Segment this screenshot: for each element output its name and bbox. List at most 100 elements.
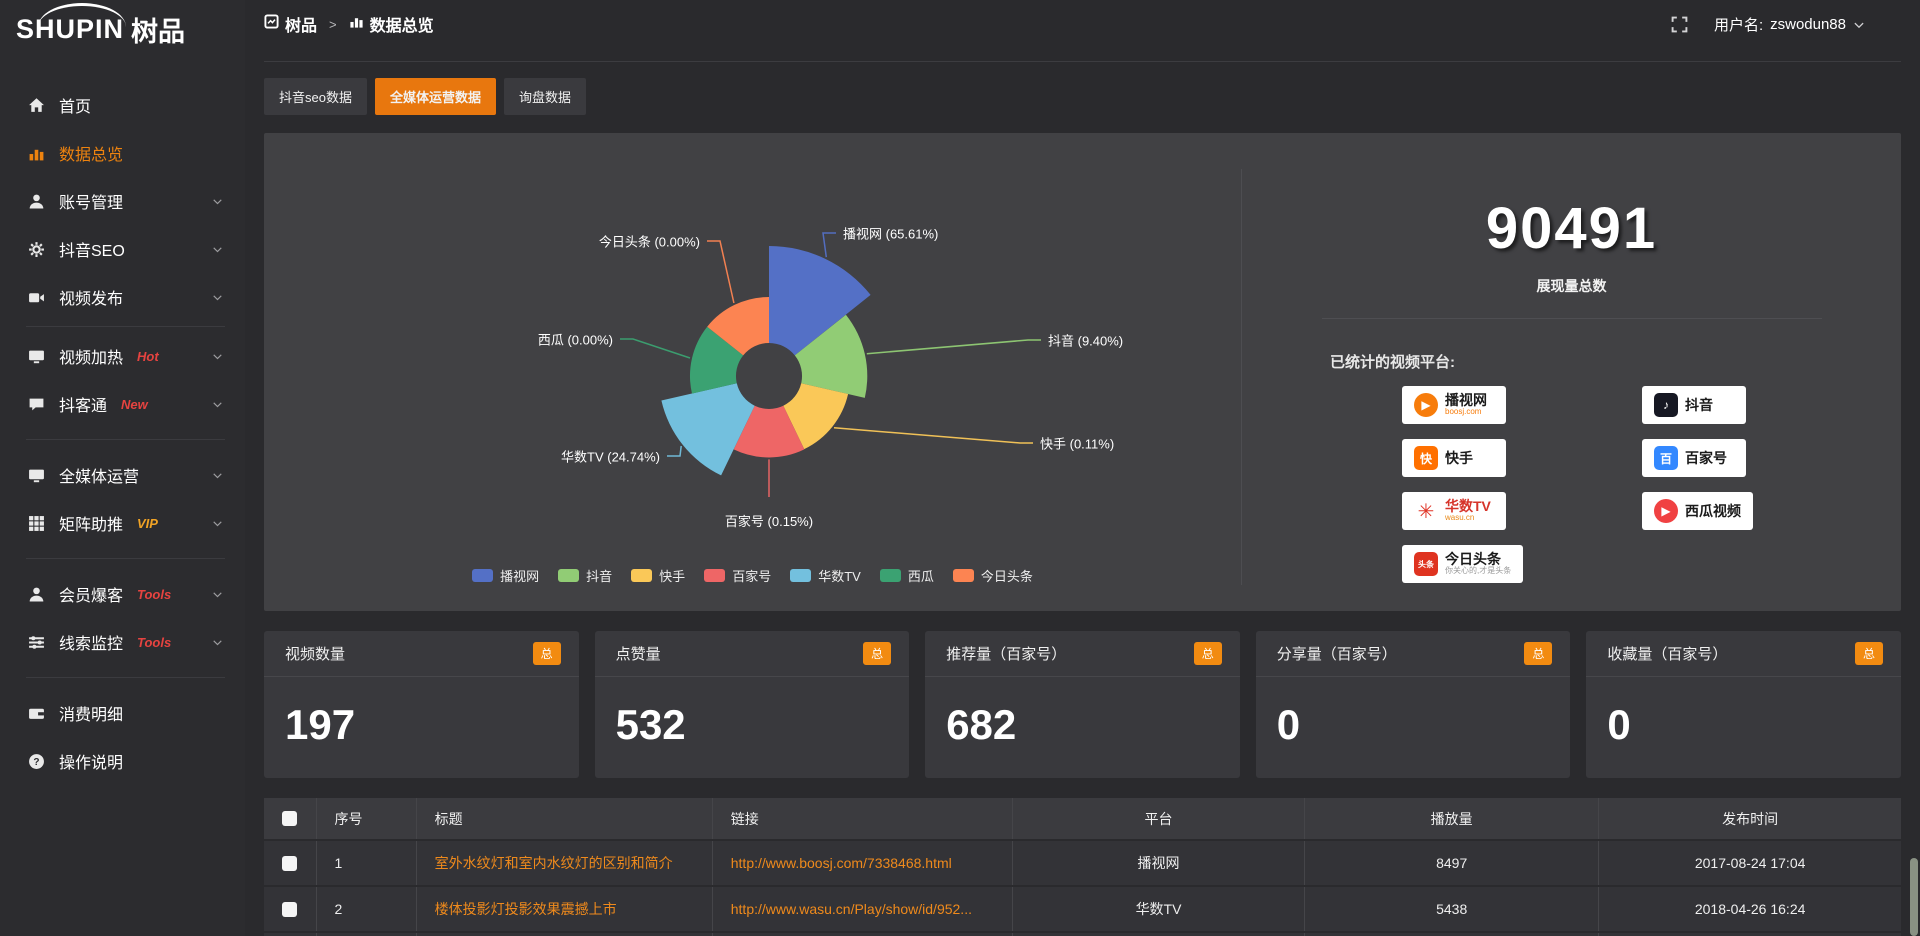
fullscreen-icon[interactable] <box>1671 16 1688 33</box>
platform-box-快手[interactable]: 快快手 <box>1402 439 1506 477</box>
partial-cell <box>1304 932 1600 936</box>
stat-card-label: 收藏量（百家号） <box>1607 646 1728 663</box>
partial-cell <box>316 932 417 936</box>
chevron-down-icon <box>212 196 223 207</box>
brand-logo[interactable]: SHUPIN 树品 <box>0 0 245 58</box>
platform-share-pie-chart: 播视网 (65.61%) 抖音 (9.40%) 快手 (0.11%) 百家号 (0.1… <box>264 133 1241 611</box>
sidebar-item-账号管理[interactable]: 账号管理 <box>0 177 245 225</box>
row-select-cell <box>264 840 317 887</box>
user-dropdown[interactable]: 用户名: zswodun88 <box>1714 14 1865 35</box>
row-platform: 华数TV <box>1012 886 1306 933</box>
legend-swatch <box>558 569 580 582</box>
sidebar-item-label: 视频发布 <box>59 291 124 308</box>
impressions-summary: 90491 展现量总数 已统计的视频平台: ▶ 播视网 boosj.com 快快手 ✳ 华… <box>1242 133 1901 611</box>
chevron-down-icon <box>212 518 223 529</box>
stat-cards-row: 视频数量总 197 点赞量总 532 推荐量（百家号）总 682 分享量（百家号）总 0 收藏量… <box>264 631 1901 778</box>
impressions-total-label: 展现量总数 <box>1536 278 1607 294</box>
wasu-icon: ✳ <box>1414 499 1438 523</box>
bar-chart-icon <box>349 14 364 34</box>
row-checkbox[interactable] <box>282 901 298 917</box>
toutiao-icon: 头条 <box>1414 552 1438 576</box>
pie-label-华数TV: 华数TV (24.74%) <box>561 449 660 465</box>
topbar-divider <box>264 61 1901 62</box>
pie-slice-华数TV <box>661 383 755 476</box>
tab-抖音seo数据[interactable]: 抖音seo数据 <box>264 78 367 115</box>
legend-item-西瓜[interactable]: 西瓜 <box>879 566 934 585</box>
table-header-链接: 链接 <box>712 798 1013 841</box>
platforms-list-label: 已统计的视频平台: <box>1330 354 1455 371</box>
sidebar-item-操作说明[interactable]: ? 操作说明 <box>0 737 245 785</box>
legend-item-华数TV[interactable]: 华数TV <box>790 566 861 585</box>
row-checkbox[interactable] <box>282 855 298 871</box>
table-row-partial <box>264 932 1901 936</box>
breadcrumb-item-current[interactable]: 数据总览 <box>349 12 434 36</box>
sidebar-menu: 首页数据总览账号管理 抖音SEO 视频发布视频加热 Hot 抖客通 New 全媒体运营矩阵助… <box>0 58 245 785</box>
legend-swatch <box>704 569 726 582</box>
sidebar-item-矩阵助推[interactable]: 矩阵助推 VIP <box>0 499 245 547</box>
row-url-link[interactable]: http://www.wasu.cn/Play/show/id/952... <box>712 886 1013 933</box>
row-title-link[interactable]: 室外水纹灯和室内水纹灯的区别和简介 <box>416 840 713 887</box>
legend-item-抖音[interactable]: 抖音 <box>558 566 612 585</box>
table-row: 1 室外水纹灯和室内水纹灯的区别和简介 http://www.boosj.com/7… <box>264 840 1901 887</box>
breadcrumb: 树品 > 数据总览 <box>264 0 434 48</box>
stat-card-total-badge: 总 <box>1524 642 1553 665</box>
table-header-播放量: 播放量 <box>1304 798 1600 841</box>
sidebar-item-线索监控[interactable]: 线索监控 Tools <box>0 618 245 666</box>
scrollbar-thumb[interactable] <box>1910 858 1918 936</box>
chevron-down-icon <box>212 292 223 303</box>
panel-vertical-divider <box>1241 169 1242 585</box>
stat-card-label: 视频数量 <box>285 646 346 663</box>
platform-box-西瓜视频[interactable]: ▶ 西瓜视频 <box>1642 492 1753 530</box>
sidebar-item-会员爆客[interactable]: 会员爆客 Tools <box>0 570 245 618</box>
tab-询盘数据[interactable]: 询盘数据 <box>503 78 586 115</box>
platform-box-百家号[interactable]: 百百家号 <box>1642 439 1746 477</box>
sidebar-item-label: 线索监控 <box>59 636 124 653</box>
stat-card-label: 点赞量 <box>615 646 661 663</box>
row-title-link[interactable]: 楼体投影灯投影效果震撼上市 <box>416 886 713 933</box>
grid-icon <box>27 514 45 532</box>
stat-card-视频数量: 视频数量 总 197 <box>264 631 579 778</box>
sidebar-item-抖音SEO[interactable]: 抖音SEO <box>0 225 245 273</box>
platform-box-华数TV[interactable]: ✳ 华数TV wasu.cn <box>1402 492 1506 530</box>
row-url-link[interactable]: http://www.boosj.com/7338468.html <box>712 840 1013 887</box>
stat-card-label: 分享量（百家号） <box>1276 646 1397 663</box>
sidebar-item-消费明细[interactable]: 消费明细 <box>0 689 245 737</box>
sidebar-item-label: 全媒体运营 <box>59 469 140 486</box>
chevron-down-icon <box>212 589 223 600</box>
legend-item-今日头条[interactable]: 今日头条 <box>952 566 1033 585</box>
sidebar-item-label: 数据总览 <box>59 147 124 164</box>
legend-item-播视网[interactable]: 播视网 <box>472 566 539 585</box>
sidebar-item-label: 视频加热 <box>59 350 124 367</box>
legend-item-快手[interactable]: 快手 <box>631 566 685 585</box>
platform-box-播视网[interactable]: ▶ 播视网 boosj.com <box>1402 386 1506 424</box>
sidebar-item-视频加热[interactable]: 视频加热 Hot <box>0 332 245 380</box>
pie-label-line-抖音 <box>866 339 1041 355</box>
main-content: 抖音seo数据 全媒体运营数据 询盘数据 播视网 (65.61%) 抖音 (9.40%… <box>245 0 1920 936</box>
legend-label: 西瓜 <box>907 569 934 584</box>
tab-全媒体运营数据[interactable]: 全媒体运营数据 <box>374 78 496 115</box>
sidebar-item-全媒体运营[interactable]: 全媒体运营 <box>0 451 245 499</box>
stat-card-total-badge: 总 <box>1854 642 1883 665</box>
stat-card-点赞量: 点赞量 总 532 <box>594 631 910 778</box>
sidebar-item-badge: New <box>121 396 148 412</box>
sidebar-item-抖客通[interactable]: 抖客通 New <box>0 380 245 428</box>
douyin-icon: ♪ <box>1654 393 1678 417</box>
platform-name: 今日头条 <box>1445 551 1501 568</box>
breadcrumb-item-home[interactable]: 树品 <box>264 12 317 36</box>
partial-cell <box>712 932 1013 936</box>
sidebar-item-数据总览[interactable]: 数据总览 <box>0 129 245 177</box>
sidebar-item-视频发布[interactable]: 视频发布 <box>0 273 245 321</box>
platform-box-今日头条[interactable]: 头条 今日头条 你关心的,才是头条 <box>1402 545 1524 583</box>
legend-item-百家号[interactable]: 百家号 <box>704 566 771 585</box>
platform-name: 西瓜视频 <box>1685 502 1741 519</box>
boosj-icon: ▶ <box>1414 393 1438 417</box>
select-all-checkbox[interactable] <box>282 811 298 826</box>
row-publish-time: 2017-08-24 17:04 <box>1598 840 1901 887</box>
stat-card-value: 532 <box>615 701 686 748</box>
sidebar-item-首页[interactable]: 首页 <box>0 81 245 129</box>
svg-text:?: ? <box>33 757 39 768</box>
platform-logo-grid: ▶ 播视网 boosj.com 快快手 ✳ 华数TV wasu.cn 头条 今日头条 你关心的,才… <box>1402 386 1901 583</box>
platform-box-抖音[interactable]: ♪ 抖音 <box>1642 386 1746 424</box>
data-tabs: 抖音seo数据 全媒体运营数据 询盘数据 <box>264 78 586 115</box>
platform-text: 快手 <box>1445 450 1473 466</box>
